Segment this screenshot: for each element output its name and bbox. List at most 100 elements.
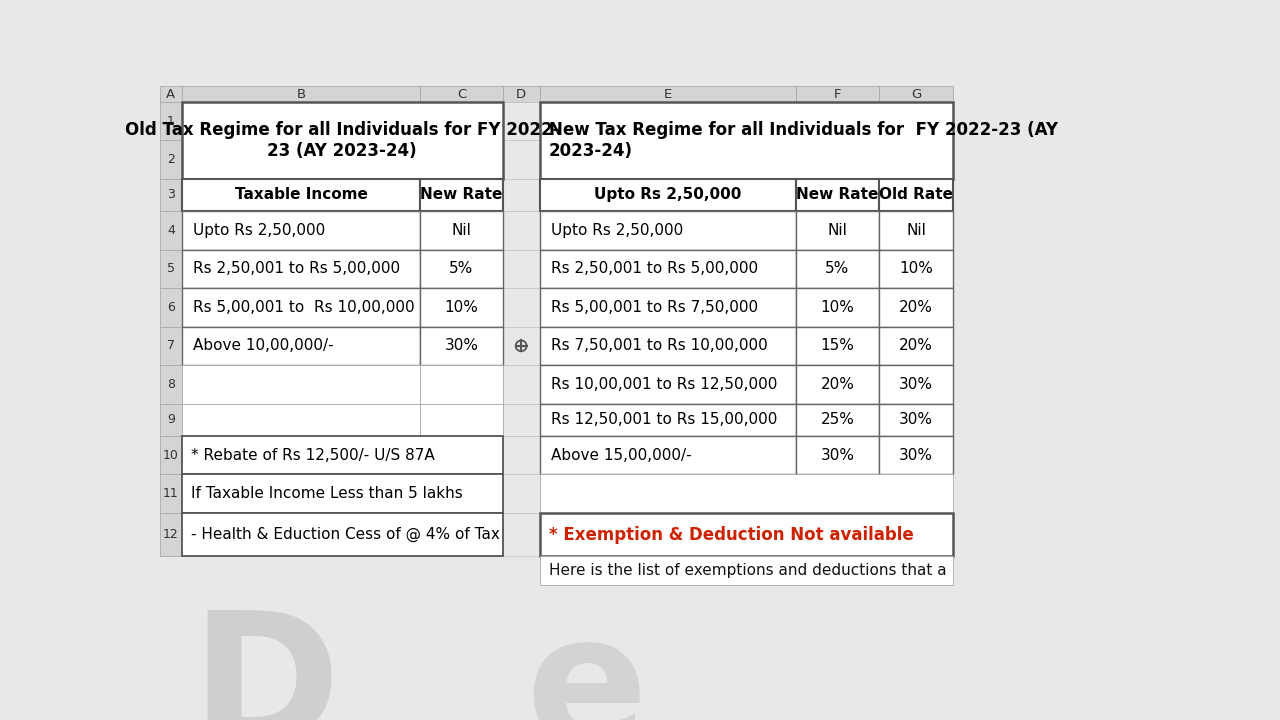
Text: Old Rate: Old Rate xyxy=(879,187,954,202)
Bar xyxy=(795,327,879,365)
Bar xyxy=(503,102,540,140)
Text: Nil: Nil xyxy=(452,223,471,238)
Text: Above 10,00,000/-: Above 10,00,000/- xyxy=(192,338,333,354)
Text: Upto Rs 2,50,000: Upto Rs 2,50,000 xyxy=(192,223,325,238)
Text: 10%: 10% xyxy=(444,300,479,315)
Text: D: D xyxy=(191,605,340,720)
Text: Rs 5,00,001 to  Rs 10,00,000: Rs 5,00,001 to Rs 10,00,000 xyxy=(192,300,415,315)
Bar xyxy=(879,179,952,211)
Bar xyxy=(182,179,420,211)
Bar xyxy=(160,404,182,436)
Bar xyxy=(540,327,795,365)
Bar xyxy=(503,140,540,179)
Bar xyxy=(160,436,182,474)
Text: 7: 7 xyxy=(166,339,175,352)
Bar xyxy=(879,211,952,250)
Text: 1: 1 xyxy=(166,114,175,127)
Bar xyxy=(503,513,540,556)
Text: 10: 10 xyxy=(163,449,179,462)
Bar xyxy=(182,288,420,327)
Text: Upto Rs 2,50,000: Upto Rs 2,50,000 xyxy=(550,223,682,238)
Text: Rs 2,50,001 to Rs 5,00,000: Rs 2,50,001 to Rs 5,00,000 xyxy=(550,261,758,276)
Bar xyxy=(182,436,503,474)
Bar xyxy=(879,327,952,365)
Text: Nil: Nil xyxy=(906,223,925,238)
Text: 30%: 30% xyxy=(444,338,479,354)
Bar xyxy=(540,365,795,404)
Text: New Tax Regime for all Individuals for  FY 2022-23 (AY
2023-24): New Tax Regime for all Individuals for F… xyxy=(549,121,1059,160)
Bar xyxy=(795,365,879,404)
Bar xyxy=(420,179,503,211)
Text: 5%: 5% xyxy=(449,261,474,276)
Bar xyxy=(879,288,952,327)
Bar xyxy=(540,513,952,556)
Bar xyxy=(503,86,540,102)
Text: A: A xyxy=(166,88,175,101)
Bar xyxy=(795,250,879,288)
Text: 20%: 20% xyxy=(899,300,933,315)
Bar xyxy=(420,211,503,250)
Text: Above 15,00,000/-: Above 15,00,000/- xyxy=(550,448,691,463)
Bar xyxy=(503,179,540,211)
Bar xyxy=(182,404,420,436)
Bar xyxy=(160,288,182,327)
Bar xyxy=(503,474,540,513)
Text: Nil: Nil xyxy=(827,223,847,238)
Text: Taxable Income: Taxable Income xyxy=(234,187,367,202)
Text: 8: 8 xyxy=(166,378,175,391)
Bar xyxy=(160,211,182,250)
Bar xyxy=(503,365,540,404)
Bar xyxy=(795,404,879,436)
Text: 3: 3 xyxy=(166,189,175,202)
Bar xyxy=(795,179,879,211)
Bar xyxy=(420,327,503,365)
Bar xyxy=(540,404,795,436)
Text: 9: 9 xyxy=(166,413,175,426)
Text: Rs 12,50,001 to Rs 15,00,000: Rs 12,50,001 to Rs 15,00,000 xyxy=(550,413,777,427)
Text: Rs 2,50,001 to Rs 5,00,000: Rs 2,50,001 to Rs 5,00,000 xyxy=(192,261,399,276)
Text: Rs 7,50,001 to Rs 10,00,000: Rs 7,50,001 to Rs 10,00,000 xyxy=(550,338,767,354)
Text: 4: 4 xyxy=(166,224,175,237)
Bar xyxy=(420,250,503,288)
Bar xyxy=(160,140,182,179)
Bar xyxy=(879,250,952,288)
Bar xyxy=(503,404,540,436)
Text: 11: 11 xyxy=(163,487,179,500)
Bar xyxy=(160,327,182,365)
Bar xyxy=(182,250,420,288)
Text: B: B xyxy=(297,88,306,101)
Bar xyxy=(540,556,952,585)
Text: 5: 5 xyxy=(166,262,175,275)
Bar xyxy=(160,365,182,404)
Text: New Rate: New Rate xyxy=(420,187,503,202)
Bar xyxy=(182,86,420,102)
Bar xyxy=(420,365,503,404)
Text: 30%: 30% xyxy=(899,413,933,427)
Bar xyxy=(160,250,182,288)
Bar xyxy=(160,86,182,102)
Text: * Exemption & Deduction Not available: * Exemption & Deduction Not available xyxy=(549,526,914,544)
Text: 30%: 30% xyxy=(820,448,854,463)
Bar xyxy=(540,250,795,288)
Bar xyxy=(795,436,879,474)
Text: 20%: 20% xyxy=(820,377,854,392)
Bar xyxy=(540,474,952,513)
Text: e: e xyxy=(525,605,648,720)
Bar xyxy=(795,288,879,327)
Bar xyxy=(540,179,795,211)
Bar xyxy=(879,436,952,474)
Text: 6: 6 xyxy=(166,301,175,314)
Bar xyxy=(160,474,182,513)
Text: E: E xyxy=(663,88,672,101)
Text: - Health & Eduction Cess of @ 4% of Tax: - Health & Eduction Cess of @ 4% of Tax xyxy=(191,527,500,542)
Text: * Rebate of Rs 12,500/- U/S 87A: * Rebate of Rs 12,500/- U/S 87A xyxy=(191,448,435,463)
Bar xyxy=(540,436,795,474)
Text: If Taxable Income Less than 5 lakhs: If Taxable Income Less than 5 lakhs xyxy=(191,486,463,501)
Bar xyxy=(540,211,795,250)
Bar xyxy=(540,102,952,179)
Bar xyxy=(795,211,879,250)
Text: Here is the list of exemptions and deductions that a: Here is the list of exemptions and deduc… xyxy=(549,563,947,578)
Bar xyxy=(503,288,540,327)
Bar xyxy=(160,102,182,140)
Text: Rs 10,00,001 to Rs 12,50,000: Rs 10,00,001 to Rs 12,50,000 xyxy=(550,377,777,392)
